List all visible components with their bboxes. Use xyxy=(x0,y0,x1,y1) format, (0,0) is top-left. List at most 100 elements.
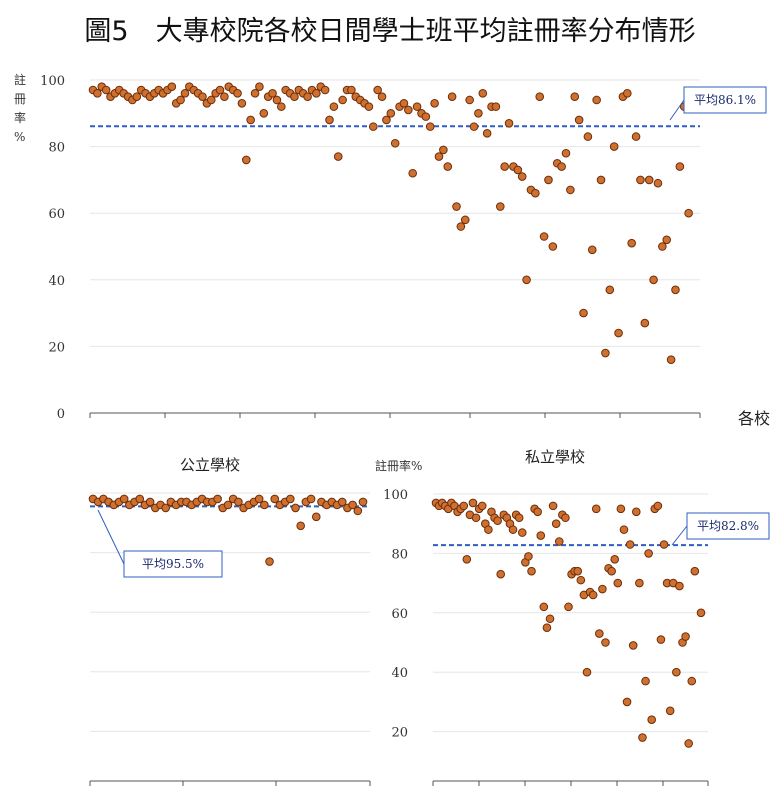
chart-all-point xyxy=(460,215,470,225)
chart-private-point xyxy=(625,540,635,549)
chart-all-point xyxy=(500,162,509,171)
chart-public-point xyxy=(291,503,300,513)
chart-private-point xyxy=(514,513,524,523)
chart-all-point xyxy=(482,128,492,138)
chart-all-point xyxy=(412,102,422,111)
chart-private-point xyxy=(665,706,675,716)
chart-private-point xyxy=(524,552,533,561)
chart-all-point xyxy=(215,85,225,95)
chart-all-point xyxy=(180,89,190,98)
chart-private-point xyxy=(551,519,561,529)
chart-private-point xyxy=(687,676,697,686)
chart-private-point xyxy=(536,531,546,540)
chart-private-point xyxy=(647,715,656,725)
chart-public-point xyxy=(135,494,145,504)
chart-all-average-callout xyxy=(683,86,767,114)
chart-public-title: 公立學校 xyxy=(180,456,240,474)
chart-all-point xyxy=(517,172,527,181)
chart-all-point xyxy=(535,92,545,101)
chart-public-point xyxy=(161,503,170,513)
chart-private-average-leader xyxy=(671,525,688,546)
chart-private-point xyxy=(653,501,663,511)
chart-all-point xyxy=(399,99,409,108)
chart-public-point xyxy=(311,512,321,522)
chart-all-point xyxy=(390,138,400,148)
chart-public-point xyxy=(306,494,316,504)
chart-all-point xyxy=(557,162,566,171)
chart-all-point xyxy=(241,155,251,165)
chart-private-title: 私立學校 xyxy=(525,448,585,466)
chart-all-point xyxy=(312,89,321,98)
chart-private-point xyxy=(533,507,542,517)
chart-public-point xyxy=(234,497,243,507)
chart-all-point xyxy=(570,92,580,101)
chart-all-point xyxy=(425,122,435,131)
chart-private-point xyxy=(644,549,653,558)
chart-all-point xyxy=(320,85,330,95)
chart-private-y-tick-label: 80 xyxy=(391,547,408,562)
chart-all-point xyxy=(684,208,693,218)
chart-all-point xyxy=(601,348,610,358)
chart-private-point xyxy=(471,513,481,523)
chart-private-point xyxy=(588,590,598,600)
chart-all-point xyxy=(250,89,260,98)
chart-private-point xyxy=(591,504,601,514)
chart-all-point xyxy=(364,102,374,111)
chart-private-y-tick-label: 60 xyxy=(391,607,408,622)
chart-private-point xyxy=(545,614,555,624)
chart-all-average-leader xyxy=(669,99,685,121)
chart-public-point xyxy=(296,521,305,531)
chart-all-point xyxy=(329,102,339,111)
chart-private-point xyxy=(628,641,638,650)
chart-all-point xyxy=(548,242,558,251)
chart-public: 平均95.5% xyxy=(88,492,371,786)
chart-private-average-callout xyxy=(686,512,770,540)
chart-all-point xyxy=(640,318,650,328)
chart-all-point xyxy=(272,95,282,105)
chart-public-point xyxy=(286,494,295,504)
chart-all-point xyxy=(347,85,356,95)
chart-all-point xyxy=(373,85,382,95)
chart-all-point xyxy=(653,178,663,188)
chart-all-y-tick-label: 0 xyxy=(57,407,65,422)
chart-private-point xyxy=(656,635,666,644)
chart-private-point xyxy=(548,501,558,511)
chart-all-point xyxy=(246,115,255,125)
chart-private-point xyxy=(607,566,616,576)
chart-all-point xyxy=(561,148,571,158)
chart-all: 0 20 40 60 80 100 註冊率% 平均86.1% xyxy=(14,73,767,422)
chart-all-xlabel: 各校 xyxy=(738,409,770,428)
chart-public-point xyxy=(119,494,129,504)
chart-all-point xyxy=(566,185,575,195)
chart-all-point xyxy=(338,95,347,105)
chart-all-point xyxy=(404,105,413,115)
chart-all-point xyxy=(636,175,645,185)
chart-all-y-tick-label: 20 xyxy=(48,340,65,355)
chart-all-point xyxy=(368,122,378,131)
chart-all-point xyxy=(522,275,531,285)
chart-all-y-tick-label: 100 xyxy=(40,74,65,89)
chart-private-point xyxy=(610,555,620,564)
chart-all-point xyxy=(220,92,229,101)
chart-private-point xyxy=(638,733,647,742)
chart-all-point xyxy=(658,242,667,251)
chart-public-point xyxy=(353,506,363,516)
chart-private-average-label: 平均82.8% xyxy=(697,519,759,533)
chart-all-point xyxy=(491,102,501,111)
chart-all-point xyxy=(644,175,654,185)
chart-private-point xyxy=(696,608,706,618)
chart-all-point xyxy=(421,112,431,121)
chart-all-point xyxy=(513,165,523,175)
chart-all-point xyxy=(649,275,658,285)
chart-all-y-tick-label: 60 xyxy=(48,207,65,222)
chart-all-point xyxy=(206,95,216,105)
chart-all-y-tick-label: 80 xyxy=(48,141,65,156)
chart-private-point xyxy=(542,623,552,632)
chart-private-point xyxy=(635,578,644,588)
chart-public-point xyxy=(265,557,274,566)
chart-private-point xyxy=(641,676,650,686)
chart-all-point xyxy=(408,168,418,178)
chart-public-average-callout xyxy=(123,550,223,578)
chart-all-point xyxy=(447,92,457,101)
chart-all-point xyxy=(596,175,606,185)
